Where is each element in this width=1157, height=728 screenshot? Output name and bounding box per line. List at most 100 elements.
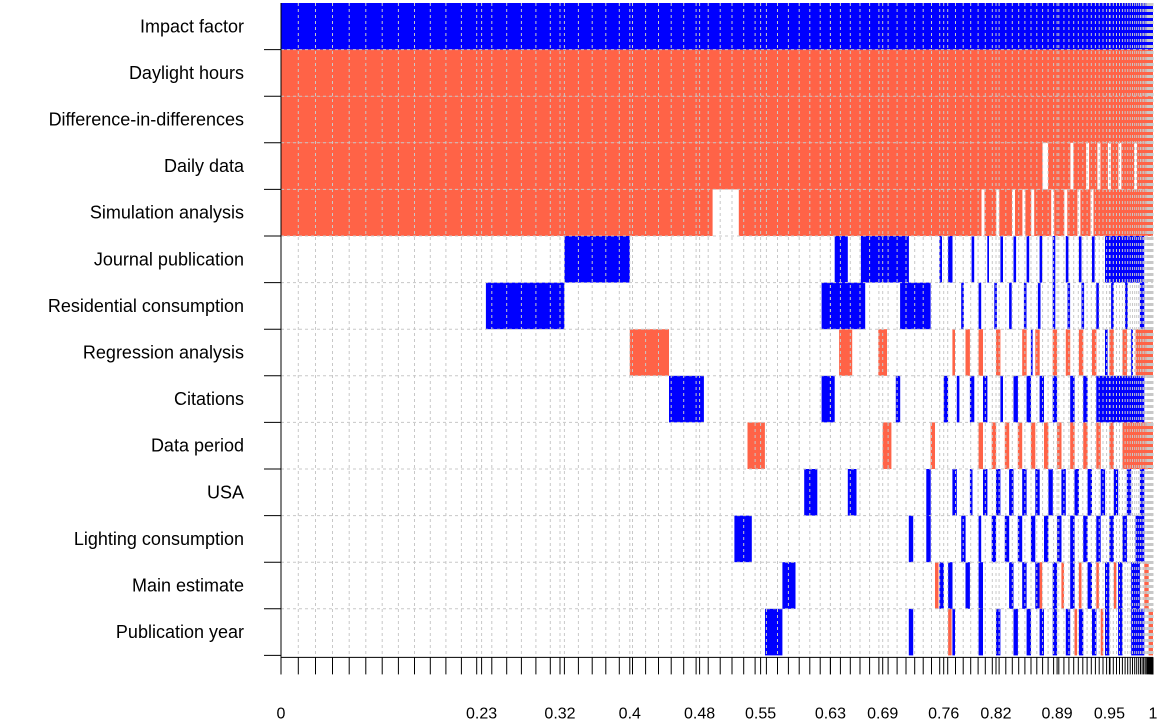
cell-10-5 [983,469,988,516]
variable-label: Impact factor [140,16,244,36]
x-tick-label: 1 [1149,705,1157,722]
cell-13-15 [948,608,952,656]
cell-10-14 [1100,469,1106,516]
cell-12-15 [1039,562,1043,609]
gap-4-0 [981,189,985,236]
cell-6-0 [485,282,565,330]
x-tick-label: 0.89 [1042,705,1073,722]
gap-4-7 [1077,189,1081,236]
cell-10-7 [1009,469,1014,516]
cell-10-6 [996,469,1001,516]
cell-13-11 [1092,608,1097,656]
cell-13-18 [1148,608,1153,656]
cell-11-16 [1135,515,1145,563]
x-tick-label: 0.63 [815,705,846,722]
cell-12-3 [965,562,970,609]
gap-4-6 [1064,189,1068,236]
cell-6-6 [1009,282,1012,330]
cell-7-16 [1030,329,1033,376]
x-tick-label: 0.4 [619,705,641,722]
cell-8-1 [821,375,835,423]
variable-label: USA [207,482,244,502]
x-tick-labels: 0 0.23 0.32 0.4 0.48 0.55 0.63 0.69 0.76 0.82 0.89… [277,705,1157,722]
cell-10-13 [1087,469,1092,516]
cell-13-16 [1074,608,1078,656]
x-tick-label: 0 [277,705,286,722]
cell-10-3 [952,469,957,516]
x-axis [280,656,1154,675]
cell-8-2 [895,375,901,423]
cell-13-7 [1039,608,1044,656]
cell-5-8 [1013,236,1017,283]
cell-12-12 [1118,562,1123,609]
cell-9-13 [1109,422,1114,469]
cell-5-1 [834,236,848,283]
x-tick-label: 0.76 [928,705,959,722]
x-tick-label: 0.95 [1094,705,1125,722]
cell-10-15 [1113,469,1119,516]
gap-3-1 [1045,142,1049,190]
x-tick-label: 0.55 [745,705,776,722]
gap-4-3 [1022,189,1026,236]
cell-9-7 [1030,422,1036,469]
cell-11-4 [978,515,982,563]
cell-11-5 [991,515,997,563]
cell-4-0 [281,189,713,236]
cell-12-13 [1131,562,1140,609]
cell-12-9 [1070,562,1075,609]
cell-5-11 [1052,236,1056,283]
cell-6-13 [1111,282,1114,330]
inclusion-cells [281,3,1153,656]
cell-7-12 [1092,329,1097,376]
cell-4-1 [738,189,1153,236]
cell-13-9 [1065,608,1071,656]
cell-5-3 [939,236,942,283]
cell-9-8 [1044,422,1049,469]
x-tick-label: 0.69 [867,705,898,722]
cell-12-1 [939,562,944,609]
cell-9-0 [747,422,765,469]
cell-9-5 [1004,422,1010,469]
variable-label: Regression analysis [83,343,244,363]
cell-10-9 [1035,469,1040,516]
cell-10-8 [1022,469,1027,516]
cell-13-14 [1131,608,1145,656]
cell-13-5 [1013,608,1018,656]
variable-label: Lighting consumption [74,529,244,549]
gap-3-2 [1070,142,1074,190]
cell-9-12 [1096,422,1101,469]
cell-9-3 [978,422,983,469]
cell-11-8 [1030,515,1036,563]
cell-0-0 [281,3,1153,50]
cell-8-7 [1000,375,1003,423]
cell-11-7 [1017,515,1023,563]
cell-10-4 [969,469,973,516]
cell-11-1 [908,515,914,563]
cell-11-13 [1096,515,1101,563]
variable-label: Main estimate [132,576,244,596]
cell-8-5 [969,375,975,423]
cell-12-11 [1105,562,1110,609]
cell-10-16 [1126,469,1132,516]
cell-2-0 [281,96,1153,143]
cell-9-9 [1057,422,1062,469]
gap-4-1 [996,189,1000,236]
cell-10-2 [926,469,931,516]
cell-11-11 [1070,515,1075,563]
cell-8-10 [1039,375,1044,423]
cell-5-2 [860,236,909,283]
cell-5-6 [987,236,989,283]
cell-12-4 [978,562,983,609]
cell-5-10 [1039,236,1043,283]
cell-7-11 [1078,329,1084,376]
cell-8-13 [1083,375,1088,423]
cell-9-1 [882,422,892,469]
cell-3-0 [281,142,1153,190]
gap-4-8 [1090,189,1094,236]
x-tick-label: 0.23 [466,705,497,722]
cell-6-14 [1125,282,1128,330]
cell-6-8 [1037,282,1041,330]
cell-8-0 [669,375,704,423]
cell-10-10 [1048,469,1053,516]
